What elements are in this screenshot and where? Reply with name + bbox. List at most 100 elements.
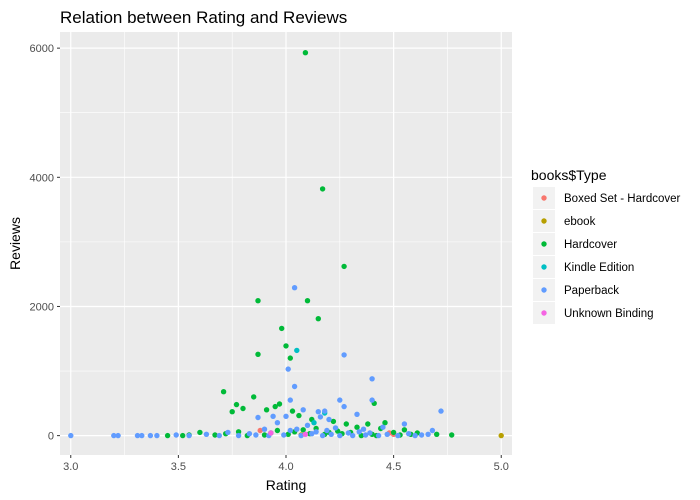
x-tick-label: 4.0 [278, 461, 293, 473]
grid-lines [60, 32, 512, 455]
data-point [345, 430, 352, 436]
data-point [337, 397, 343, 403]
data-point [354, 411, 360, 417]
legend-swatch [541, 287, 547, 293]
data-point [276, 401, 283, 407]
data-point [369, 397, 375, 403]
data-point [186, 432, 192, 439]
legend-swatch [541, 241, 547, 247]
data-point [255, 351, 261, 357]
data-point [268, 430, 274, 436]
legend-swatch [541, 218, 547, 224]
axes: 3.0 3.5 4.0 4.5 5.0 0 2000 4000 6000 [30, 43, 509, 473]
data-point [304, 298, 311, 304]
data-point [326, 416, 332, 423]
data-point [147, 432, 154, 439]
data-point [255, 414, 261, 421]
data-point [294, 347, 300, 354]
data-point [330, 418, 337, 425]
data-point [255, 298, 261, 304]
legend-label: ebook [564, 216, 596, 228]
data-point [257, 427, 263, 434]
data-point [384, 431, 390, 437]
data-point [68, 432, 74, 439]
data-point [287, 397, 293, 403]
data-point [341, 403, 347, 410]
y-axis-title: Reviews [7, 217, 23, 270]
data-points [68, 50, 504, 439]
legend-swatch [541, 264, 547, 270]
data-point [367, 430, 373, 436]
data-point [134, 432, 141, 439]
data-point [449, 432, 455, 438]
data-point [365, 421, 371, 427]
data-point [412, 432, 418, 439]
legend-label: Hardcover [564, 239, 617, 251]
data-point [289, 408, 296, 414]
y-tick-label: 2000 [30, 301, 54, 313]
data-point [317, 414, 324, 420]
data-point [294, 426, 300, 432]
data-point [498, 432, 504, 439]
data-point [246, 431, 253, 437]
data-point [401, 427, 408, 433]
legend: books$Type Boxed Set - Hardcover ebook Har… [531, 167, 681, 324]
data-point [300, 427, 306, 433]
data-point [319, 186, 326, 192]
data-point [315, 316, 321, 322]
data-point [279, 325, 285, 332]
data-point [154, 432, 160, 439]
data-point [197, 429, 203, 436]
y-tick-label: 0 [48, 431, 54, 443]
data-point [360, 426, 367, 432]
legend-label: Unknown Binding [564, 308, 654, 320]
data-point [164, 432, 171, 439]
data-point [362, 432, 369, 438]
data-point [115, 432, 121, 439]
data-point [285, 366, 291, 372]
data-point [274, 427, 281, 434]
data-point [395, 432, 401, 439]
data-point [341, 263, 347, 270]
data-point [337, 432, 343, 439]
data-point [425, 431, 431, 437]
data-point [319, 432, 326, 439]
data-point [291, 383, 298, 390]
data-point [251, 394, 257, 400]
legend-title: books$Type [531, 167, 607, 183]
data-point [324, 427, 330, 434]
x-tick-label: 5.0 [494, 461, 509, 473]
data-point [354, 424, 360, 430]
data-point [281, 432, 287, 438]
data-point [382, 420, 388, 426]
data-point [261, 432, 268, 438]
data-point [401, 421, 408, 427]
data-point [429, 427, 436, 434]
data-point [418, 432, 425, 438]
chart-title: Relation between Rating and Reviews [60, 8, 347, 27]
data-point [322, 408, 328, 414]
data-point [263, 407, 270, 413]
data-point [216, 432, 222, 439]
data-point [173, 432, 179, 438]
data-point [233, 401, 240, 408]
data-point [283, 343, 289, 349]
data-point [313, 429, 319, 435]
data-point [434, 431, 440, 437]
data-point [270, 413, 276, 419]
x-tick-label: 4.5 [386, 461, 401, 473]
data-point [328, 431, 334, 437]
data-point [438, 408, 444, 414]
data-point [380, 424, 386, 430]
data-point [272, 403, 278, 410]
data-point [111, 432, 117, 439]
data-point [300, 407, 306, 413]
data-point [235, 432, 242, 439]
data-point [287, 427, 293, 434]
x-axis-title: Rating [266, 477, 306, 493]
legend-items: Boxed Set - Hardcover ebook Hardcover Kindl… [533, 187, 681, 324]
legend-label: Paperback [564, 285, 619, 297]
data-point [311, 420, 317, 426]
legend-swatch [541, 195, 547, 201]
data-point [315, 409, 321, 415]
